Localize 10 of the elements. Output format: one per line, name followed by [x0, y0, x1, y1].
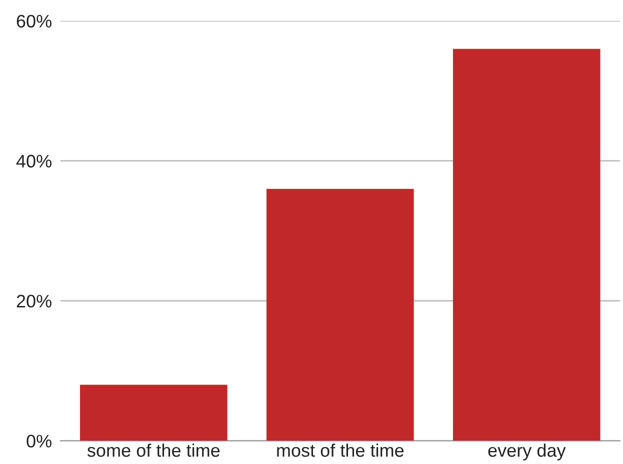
x-tick-label: every day — [488, 444, 566, 460]
bar — [266, 188, 414, 441]
bar — [80, 384, 228, 441]
y-tick-label: 60% — [16, 14, 52, 28]
y-tick-label: 20% — [16, 294, 52, 308]
x-tick-label: some of the time — [87, 444, 220, 457]
bar — [452, 48, 600, 441]
y-tick-label: 40% — [16, 154, 52, 168]
x-tick-label: most of the time — [277, 444, 404, 457]
y-tick-label: 0% — [26, 434, 52, 448]
